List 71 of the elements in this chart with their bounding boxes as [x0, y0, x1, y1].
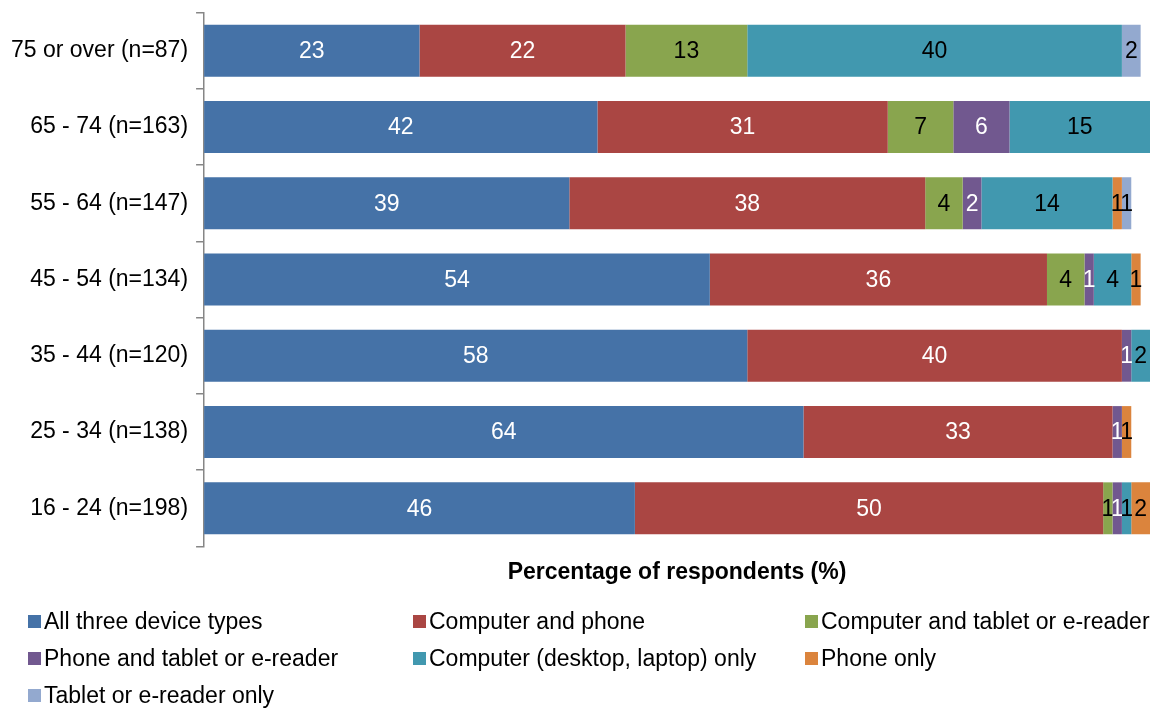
data-label: 22 — [509, 37, 536, 64]
y-tick-label: 65 - 74 (n=163) — [30, 112, 189, 139]
data-label: 46 — [406, 494, 433, 521]
bar — [747, 24, 1122, 77]
data-label: 64 — [490, 418, 517, 445]
data-label: 40 — [921, 37, 948, 64]
data-label: 2 — [1134, 342, 1148, 369]
bar — [204, 177, 570, 230]
data-label: 14 — [1034, 189, 1060, 216]
bar — [1009, 101, 1150, 153]
bar — [953, 101, 1010, 153]
legend-label: Phone and tablet or e-reader — [44, 644, 339, 672]
bar — [204, 329, 748, 382]
data-label: 31 — [729, 113, 756, 140]
legend-label: Phone only — [821, 644, 937, 672]
x-axis-title: Percentage of respondents (%) — [507, 557, 847, 584]
data-label: 39 — [373, 189, 400, 216]
bar — [204, 24, 420, 77]
data-label: 58 — [462, 342, 489, 369]
bar — [634, 482, 1104, 535]
bar — [981, 177, 1113, 230]
y-tick-label: 75 or over (n=87) — [10, 36, 189, 63]
bar — [625, 24, 748, 77]
y-tick-label: 25 - 34 (n=138) — [30, 417, 189, 444]
bar — [887, 101, 954, 153]
y-tick-label: 55 - 64 (n=147) — [30, 188, 189, 215]
bar — [597, 101, 888, 153]
bar — [419, 24, 626, 77]
legend-label: All three device types — [44, 607, 263, 635]
bar — [1046, 253, 1085, 306]
legend-label: Computer (desktop, laptop) only — [429, 644, 757, 672]
legend-label: Computer and phone — [429, 607, 646, 635]
data-label: 40 — [921, 342, 948, 369]
bar — [803, 406, 1113, 458]
data-label: 33 — [945, 418, 971, 445]
data-label: 4 — [1106, 265, 1120, 292]
data-label: 50 — [856, 494, 882, 521]
y-tick-label: 35 - 44 (n=120) — [30, 341, 189, 368]
bar — [204, 482, 635, 535]
data-label: 7 — [914, 113, 927, 140]
bar — [1103, 482, 1113, 535]
y-tick-label: 16 - 24 (n=198) — [30, 493, 189, 520]
data-label: 1 — [1082, 265, 1096, 292]
bar — [1131, 329, 1150, 382]
bar — [709, 253, 1047, 306]
y-tick-label: 45 - 54 (n=134) — [30, 264, 189, 291]
bar — [1131, 482, 1150, 535]
data-label: 15 — [1066, 113, 1093, 140]
data-label: 2 — [965, 189, 979, 216]
data-label: 2 — [1134, 494, 1148, 521]
legend-label: Tablet or e-reader only — [44, 681, 275, 709]
bar — [1093, 253, 1132, 306]
data-label: 2 — [1124, 37, 1138, 64]
data-label: 23 — [298, 37, 325, 64]
bar — [569, 177, 926, 230]
bar — [204, 101, 598, 153]
data-label: 6 — [975, 113, 988, 140]
legend-label: Computer and tablet or e-reader — [821, 607, 1150, 635]
bar — [204, 253, 710, 306]
data-label: 4 — [937, 189, 951, 216]
bar — [747, 329, 1122, 382]
data-label: 13 — [673, 37, 700, 64]
data-label: 38 — [734, 189, 761, 216]
data-label: 36 — [865, 265, 892, 292]
data-label: 4 — [1059, 265, 1073, 292]
bar — [204, 406, 804, 458]
data-label: 54 — [444, 265, 470, 292]
bar — [925, 177, 963, 230]
data-label: 1 — [1120, 342, 1133, 369]
bar — [1121, 24, 1141, 77]
data-label: 42 — [387, 113, 414, 140]
